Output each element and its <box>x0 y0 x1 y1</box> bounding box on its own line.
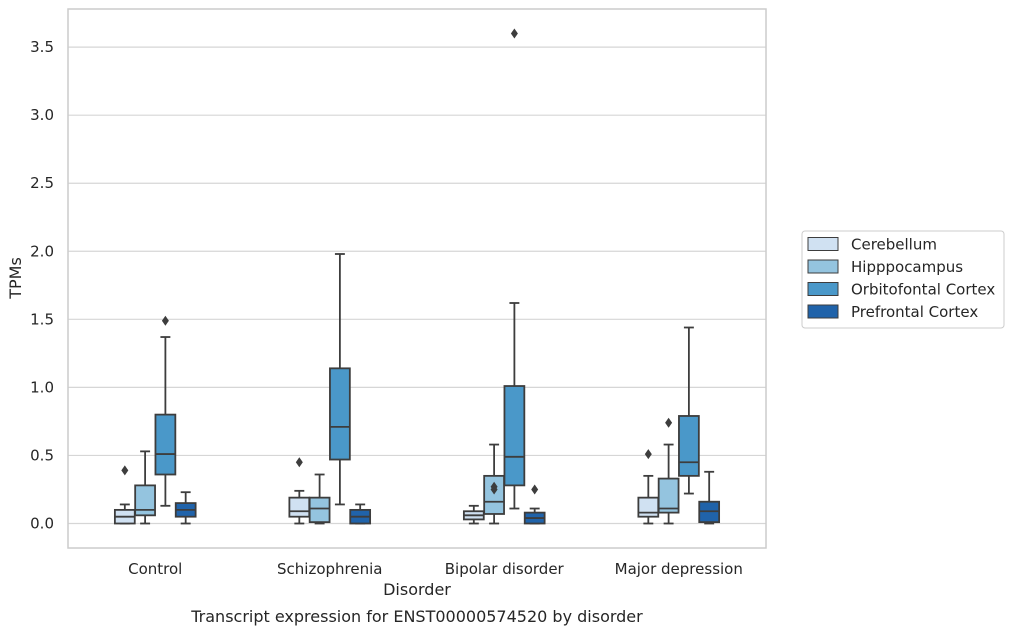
legend-swatch <box>807 304 839 319</box>
legend-swatch <box>807 237 839 251</box>
box <box>483 474 505 515</box>
x-tick-label: Control <box>128 560 182 578</box>
plot-frame <box>67 8 767 549</box>
outlier-point <box>510 28 518 39</box>
box <box>308 496 331 524</box>
outlier-point <box>531 484 539 495</box>
legend: Cerebellum Hipppocampus Orbitofontal Corte… <box>801 230 1005 329</box>
legend-label: Hipppocampus <box>851 258 963 276</box>
y-axis-label: TPMs <box>6 257 25 300</box>
y-tick-label: 3.0 <box>30 106 54 124</box>
x-tick-labels: Control Schizophrenia Bipolar disorder Majo… <box>128 560 743 578</box>
y-tick-label: 2.0 <box>30 242 54 260</box>
box <box>637 496 660 518</box>
box <box>503 385 526 487</box>
grid-lines <box>68 46 766 525</box>
legend-label: Cerebellum <box>851 236 937 254</box>
y-tick-label: 0.5 <box>30 446 54 464</box>
box-group <box>462 28 546 525</box>
box <box>134 484 156 517</box>
chart-caption: Transcript expression for ENST0000057452… <box>190 607 643 626</box>
y-tick-label: 0.0 <box>30 515 54 533</box>
y-tick-label: 1.5 <box>30 310 54 328</box>
y-tick-label: 3.5 <box>30 38 54 56</box>
legend-frame <box>801 230 1005 329</box>
y-tick-label: 2.5 <box>30 174 54 192</box>
outlier-point <box>490 481 498 492</box>
box <box>329 367 351 461</box>
x-tick-label: Schizophrenia <box>277 560 382 578</box>
box <box>154 413 177 476</box>
x-tick-label: Major depression <box>615 560 743 578</box>
outlier-point <box>121 465 129 476</box>
box-group <box>113 315 197 525</box>
x-tick-label: Bipolar disorder <box>445 560 565 578</box>
legend-swatch <box>807 282 839 296</box>
box-groups <box>113 28 721 525</box>
x-axis-label: Disorder <box>383 580 451 599</box>
outlier-point <box>665 417 673 428</box>
legend-swatch <box>807 259 839 274</box>
y-tick-label: 1.0 <box>30 378 54 396</box>
outlier-point <box>644 449 652 460</box>
box-group <box>288 253 372 525</box>
box-group <box>637 326 721 525</box>
box <box>657 477 680 514</box>
box <box>678 415 700 477</box>
box <box>288 496 311 518</box>
y-tick-labels: 0.0 0.5 1.0 1.5 2.0 2.5 3.0 3.5 <box>30 38 54 532</box>
outlier-point <box>161 315 169 326</box>
legend-label: Prefrontal Cortex <box>851 303 978 321</box>
legend-label: Orbitofontal Cortex <box>851 281 995 299</box>
outlier-point <box>295 457 303 468</box>
